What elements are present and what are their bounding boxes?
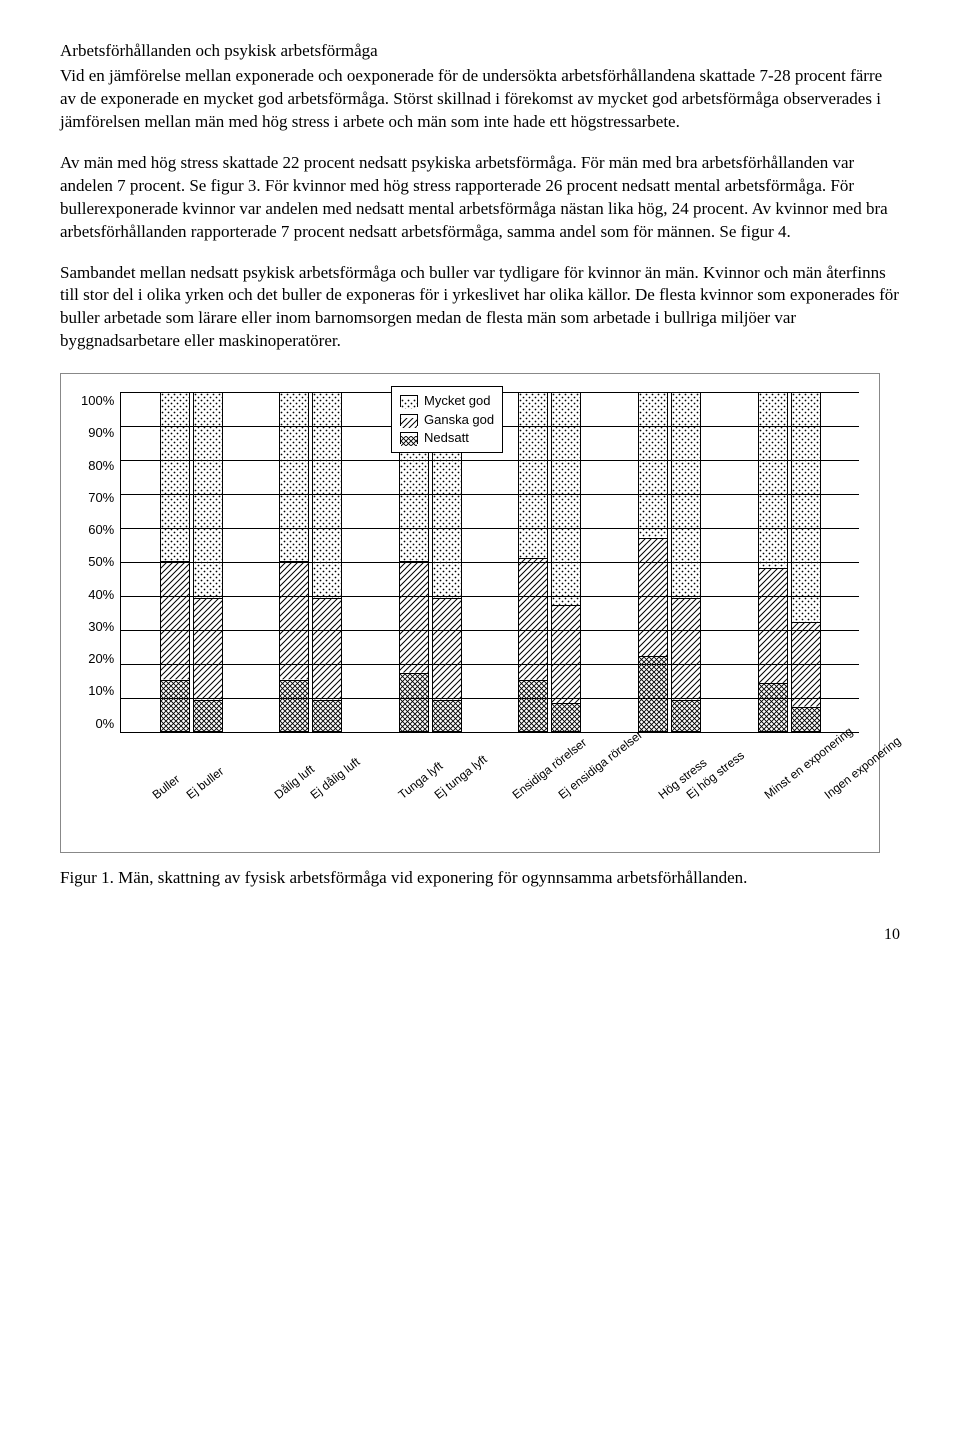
legend-label: Nedsatt	[424, 429, 469, 447]
bar-segment	[552, 393, 580, 606]
y-axis: 100% 90% 80% 70% 60% 50% 40% 30% 20% 10% 0%	[81, 392, 120, 732]
legend-swatch-dots	[400, 395, 418, 407]
bar-segment	[672, 599, 700, 700]
grid-line	[121, 528, 859, 529]
legend-item: Mycket god	[400, 392, 494, 410]
bar-segment	[400, 562, 428, 674]
bar-segment	[519, 559, 547, 681]
bar-segment	[639, 539, 667, 657]
bar-segment	[194, 599, 222, 700]
bar-segment	[280, 681, 308, 732]
y-tick-label: 40%	[88, 586, 114, 604]
bar-segment	[759, 569, 787, 684]
grid-line	[121, 596, 859, 597]
legend-label: Ganska god	[424, 411, 494, 429]
legend-label: Mycket god	[424, 392, 490, 410]
y-tick-label: 60%	[88, 521, 114, 539]
grid-line	[121, 562, 859, 563]
y-tick-label: 100%	[81, 392, 114, 410]
bar-segment	[313, 393, 341, 599]
y-tick-label: 10%	[88, 682, 114, 700]
chart-legend: Mycket god Ganska god Nedsatt	[391, 386, 503, 453]
figure-caption: Figur 1. Män, skattning av fysisk arbets…	[60, 867, 900, 890]
bar-segment	[161, 562, 189, 680]
bar-segment	[519, 681, 547, 732]
y-tick-label: 80%	[88, 457, 114, 475]
y-tick-label: 70%	[88, 489, 114, 507]
legend-item: Ganska god	[400, 411, 494, 429]
bar-segment	[194, 701, 222, 731]
bar-segment	[759, 393, 787, 569]
y-tick-label: 90%	[88, 424, 114, 442]
bar-segment	[433, 701, 461, 731]
bar-segment	[194, 393, 222, 599]
legend-swatch-diag	[400, 414, 418, 426]
bar-segment	[161, 681, 189, 732]
y-tick-label: 30%	[88, 618, 114, 636]
bar-segment	[672, 393, 700, 599]
y-tick-label: 0%	[95, 715, 114, 733]
grid-line	[121, 698, 859, 699]
y-tick-label: 50%	[88, 553, 114, 571]
bar-segment	[672, 701, 700, 731]
page-number: 10	[60, 924, 900, 946]
legend-swatch-cross	[400, 432, 418, 444]
legend-item: Nedsatt	[400, 429, 494, 447]
bar-segment	[161, 393, 189, 562]
figure-1-chart: Mycket god Ganska god Nedsatt 100% 90% 80%…	[60, 373, 880, 853]
bar-segment	[792, 708, 820, 732]
y-tick-label: 20%	[88, 650, 114, 668]
paragraph-1: Vid en jämförelse mellan exponerade och …	[60, 65, 900, 134]
bar-segment	[433, 599, 461, 700]
grid-line	[121, 494, 859, 495]
x-axis: BullerEj bullerDålig luftEj dålig luftTu…	[121, 772, 859, 842]
bar-segment	[400, 674, 428, 731]
paragraph-2: Av män med hög stress skattade 22 procen…	[60, 152, 900, 244]
bar-segment	[313, 701, 341, 731]
bar-segment	[280, 562, 308, 680]
bar-segment	[792, 623, 820, 708]
paragraph-3: Sambandet mellan nedsatt psykisk arbetsf…	[60, 262, 900, 354]
bar-segment	[639, 657, 667, 731]
bar-segment	[759, 684, 787, 731]
bar-segment	[519, 393, 547, 559]
bar-segment	[792, 393, 820, 623]
bar-segment	[313, 599, 341, 700]
grid-line	[121, 664, 859, 665]
bar-segment	[552, 606, 580, 704]
x-tick-label: Buller	[149, 771, 183, 803]
bar-segment	[280, 393, 308, 562]
grid-line	[121, 460, 859, 461]
bar-segment	[552, 704, 580, 731]
section-heading: Arbetsförhållanden och psykisk arbetsför…	[60, 40, 900, 63]
grid-line	[121, 630, 859, 631]
bar-segment	[639, 393, 667, 538]
